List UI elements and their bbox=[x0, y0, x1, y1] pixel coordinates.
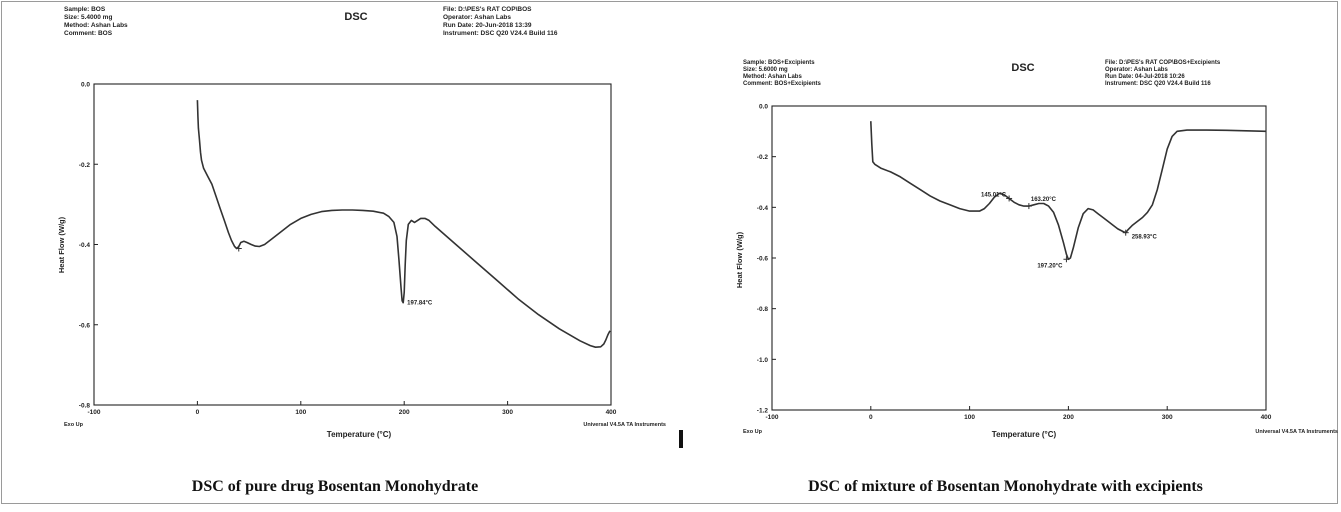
right-footer-instrument: Universal V4.5A TA Instruments bbox=[1255, 429, 1338, 435]
right-header-line-1: Sample: BOS+Excipients bbox=[743, 60, 815, 66]
left-header-line-2: Size: 5.4000 mg bbox=[64, 14, 112, 21]
right-x-tick-label: -100 bbox=[765, 414, 778, 421]
right-y-tick-label: -0.4 bbox=[757, 205, 769, 212]
right-x-tick-label: 300 bbox=[1162, 414, 1173, 421]
left-panel: Sample: BOS Size: 5.4000 mg Method: Asha… bbox=[0, 0, 670, 507]
left-header-line-3: Method: Ashan Labs bbox=[64, 22, 128, 29]
right-header-right-line-1: File: D:\PES's RAT COP\BOS+Excipients bbox=[1105, 60, 1221, 66]
right-y-tick-label: -1.2 bbox=[757, 408, 769, 415]
right-panel: Sample: BOS+Excipients Size: 5.6000 mg M… bbox=[670, 0, 1341, 507]
right-x-tick-label: 400 bbox=[1261, 414, 1272, 421]
right-y-tick-label: -0.2 bbox=[757, 154, 769, 161]
right-header-right-line-3: Run Date: 04-Jul-2018 10:26 bbox=[1105, 74, 1185, 80]
left-plot-frame bbox=[93, 83, 612, 406]
right-y-tick-label: -0.8 bbox=[757, 306, 769, 313]
left-header-right-line-4: Instrument: DSC Q20 V24.4 Build 116 bbox=[443, 30, 558, 37]
right-peak-annotation: 145.01°C bbox=[981, 192, 1007, 198]
right-header-line-3: Method: Ashan Labs bbox=[743, 74, 802, 80]
right-peak-annotation: 197.20°C bbox=[1037, 263, 1063, 269]
left-y-tick-label: 0.0 bbox=[81, 82, 90, 89]
right-header-right-line-2: Operator: Ashan Labs bbox=[1105, 67, 1168, 73]
left-y-tick-label: -0.4 bbox=[79, 242, 91, 249]
left-x-tick-label: 200 bbox=[399, 409, 410, 416]
left-x-axis-label: Temperature (°C) bbox=[327, 430, 392, 439]
left-header-right-line-3: Run Date: 20-Jun-2018 13:39 bbox=[443, 22, 532, 29]
left-heat-flow-curve bbox=[196, 100, 611, 349]
right-y-tick-label: -1.0 bbox=[757, 357, 769, 364]
right-header-line-4: Comment: BOS+Excipients bbox=[743, 81, 822, 87]
left-x-tick-label: 400 bbox=[606, 409, 617, 416]
left-header-line-4: Comment: BOS bbox=[64, 30, 113, 37]
left-header-right-line-1: File: D:\PES's RAT COP\BOS bbox=[443, 6, 532, 13]
left-y-tick-label: -0.6 bbox=[79, 322, 91, 329]
figure-frame bbox=[1, 1, 1338, 504]
right-peak-annotation: 163.20°C bbox=[1031, 197, 1057, 203]
left-figure-caption: DSC of pure drug Bosentan Monohydrate bbox=[191, 478, 479, 495]
left-header-right-line-2: Operator: Ashan Labs bbox=[443, 14, 511, 21]
right-y-tick-label: -0.6 bbox=[757, 256, 769, 263]
left-peak-annotation: 197.84°C bbox=[407, 301, 433, 307]
right-x-tick-label: 0 bbox=[869, 414, 873, 421]
left-footer-exo-up: Exo Up bbox=[64, 422, 84, 428]
left-footer-instrument: Universal V4.5A TA Instruments bbox=[583, 422, 666, 428]
right-heat-flow-curve bbox=[870, 121, 1267, 261]
left-y-tick-label: -0.8 bbox=[79, 403, 91, 410]
right-header-right-line-4: Instrument: DSC Q20 V24.4 Build 116 bbox=[1105, 81, 1211, 87]
right-y-tick-label: 0.0 bbox=[759, 104, 768, 111]
left-chart-title: DSC bbox=[344, 11, 367, 23]
right-y-axis-label: Heat Flow (W/g) bbox=[735, 231, 744, 288]
left-x-tick-label: 0 bbox=[196, 409, 200, 416]
right-chart-title: DSC bbox=[1011, 62, 1034, 74]
right-x-tick-label: 200 bbox=[1063, 414, 1074, 421]
left-y-tick-label: -0.2 bbox=[79, 162, 91, 169]
right-header-line-2: Size: 5.6000 mg bbox=[743, 67, 788, 73]
right-x-tick-label: 100 bbox=[964, 414, 975, 421]
left-header-line-1: Sample: BOS bbox=[64, 6, 106, 13]
right-x-axis-label: Temperature (°C) bbox=[992, 430, 1057, 439]
right-peak-annotation: 258.93°C bbox=[1132, 235, 1158, 241]
left-x-tick-label: -100 bbox=[87, 409, 100, 416]
left-x-tick-label: 100 bbox=[295, 409, 306, 416]
left-dsc-chart: Sample: BOS Size: 5.4000 mg Method: Asha… bbox=[57, 6, 666, 439]
right-dsc-chart: Sample: BOS+Excipients Size: 5.6000 mg M… bbox=[735, 60, 1338, 439]
right-plot-frame bbox=[771, 105, 1267, 411]
left-y-axis-label: Heat Flow (W/g) bbox=[57, 216, 66, 273]
right-figure-caption: DSC of mixture of Bosentan Monohydrate w… bbox=[808, 478, 1203, 495]
left-x-tick-label: 300 bbox=[502, 409, 513, 416]
right-footer-exo-up: Exo Up bbox=[743, 429, 763, 435]
text-cursor-mark bbox=[679, 430, 683, 448]
